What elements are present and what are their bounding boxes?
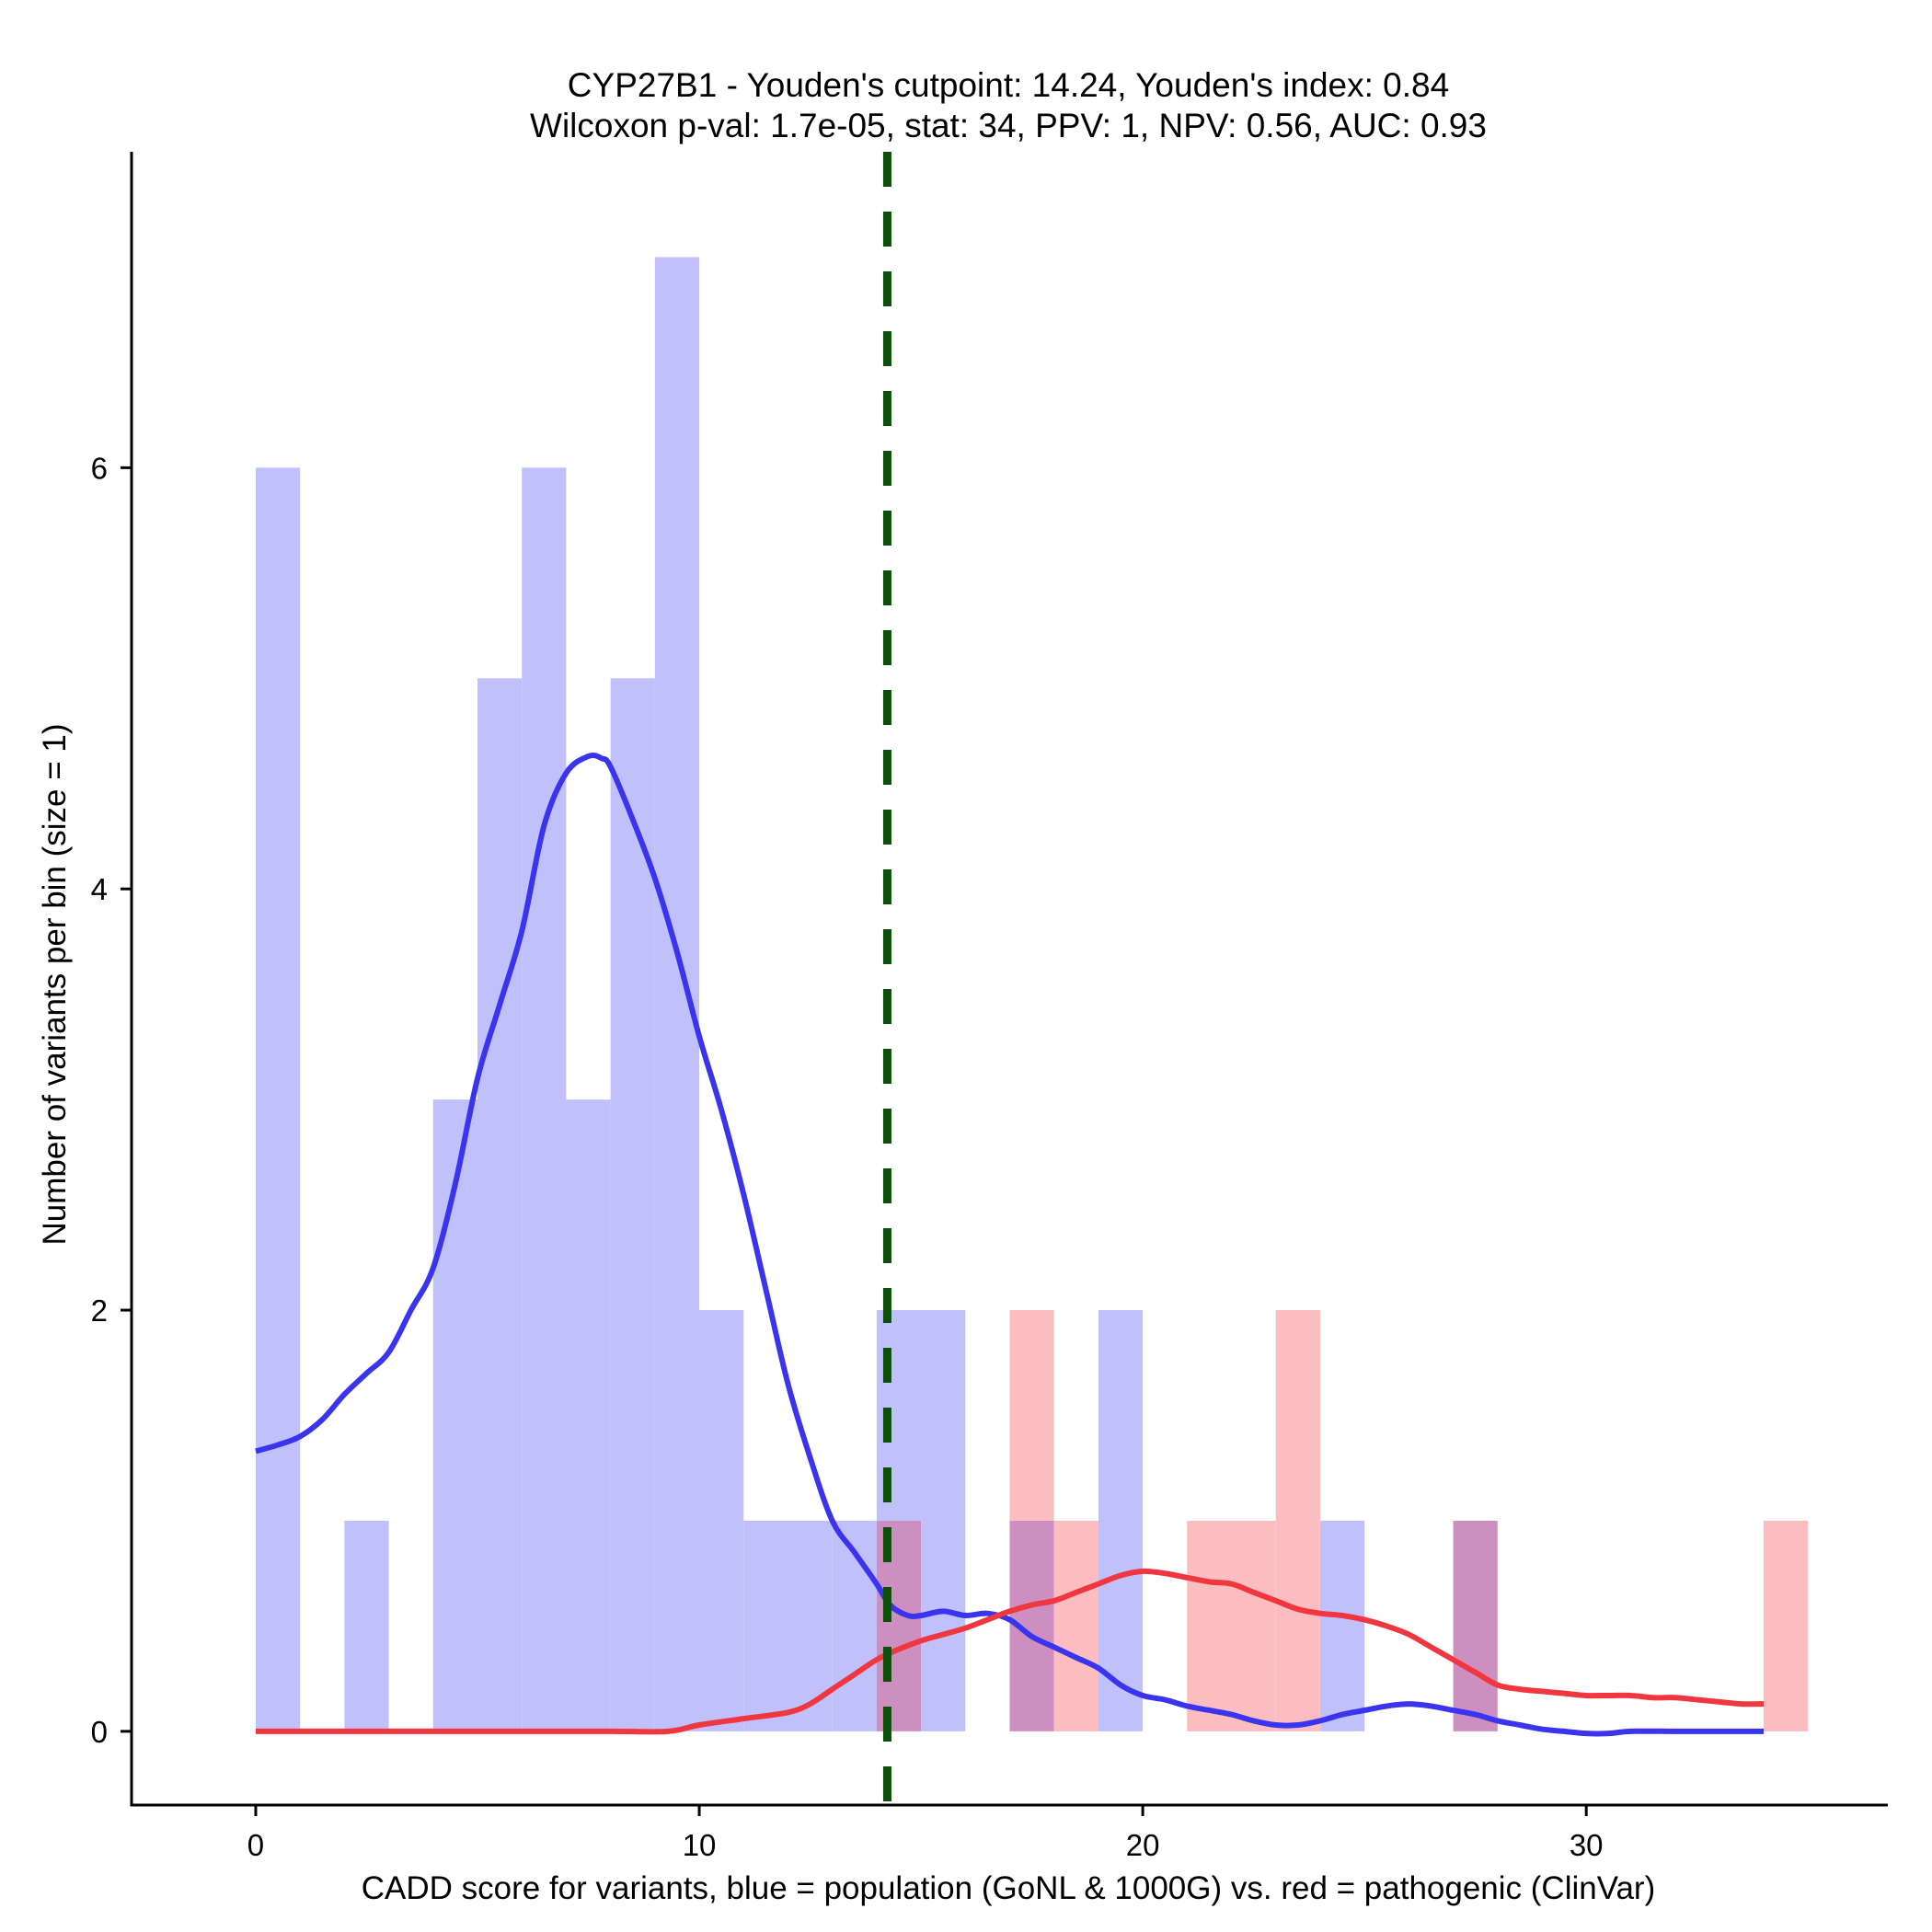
population-density-line — [255, 752, 1765, 1737]
population-bar — [255, 467, 301, 1731]
population-bar — [921, 1310, 966, 1731]
chart-title-line1: CYP27B1 - Youden's cutpoint: 14.24, Youd… — [568, 66, 1449, 104]
chart-title-line2: Wilcoxon p-val: 1.7e-05, stat: 34, PPV: … — [530, 107, 1487, 144]
overlap-bar — [1453, 1520, 1498, 1731]
pathogenic-bar — [1231, 1520, 1276, 1731]
ticks-layer: 0 10 20 30 0 2 4 6 — [91, 451, 1604, 1862]
population-bar — [522, 467, 567, 1731]
population-bar — [788, 1520, 833, 1731]
pathogenic-bar — [1009, 1310, 1054, 1521]
pathogenic-bar — [1275, 1310, 1320, 1731]
x-tick-label: 10 — [683, 1828, 717, 1862]
population-bar — [1319, 1520, 1365, 1731]
population-bar — [1098, 1310, 1144, 1731]
population-bar — [566, 1099, 611, 1731]
y-tick-label: 6 — [91, 451, 108, 485]
x-tick-label: 0 — [247, 1828, 264, 1862]
population-bar — [432, 1099, 478, 1731]
y-tick-label: 0 — [91, 1715, 108, 1749]
x-tick-label: 20 — [1126, 1828, 1160, 1862]
population-bar — [477, 678, 523, 1731]
y-tick-label: 4 — [91, 872, 108, 906]
x-axis-title: CADD score for variants, blue = populati… — [362, 1870, 1656, 1906]
axes-layer — [130, 152, 1888, 1807]
population-bar — [699, 1310, 744, 1731]
x-tick-label: 30 — [1570, 1828, 1604, 1862]
y-tick-label: 2 — [91, 1294, 108, 1328]
population-bar — [610, 678, 655, 1731]
bars-layer — [255, 257, 1809, 1731]
population-bar — [743, 1520, 788, 1731]
population-bar — [344, 1520, 389, 1731]
pathogenic-density-line — [255, 1568, 1765, 1735]
pathogenic-bar — [1764, 1520, 1809, 1731]
pathogenic-bar — [1053, 1520, 1098, 1731]
pathogenic-bar — [1187, 1520, 1232, 1731]
population-bar — [654, 257, 700, 1731]
y-axis-title: Number of variants per bin (size = 1) — [37, 723, 73, 1245]
density-layer — [255, 752, 1765, 1737]
